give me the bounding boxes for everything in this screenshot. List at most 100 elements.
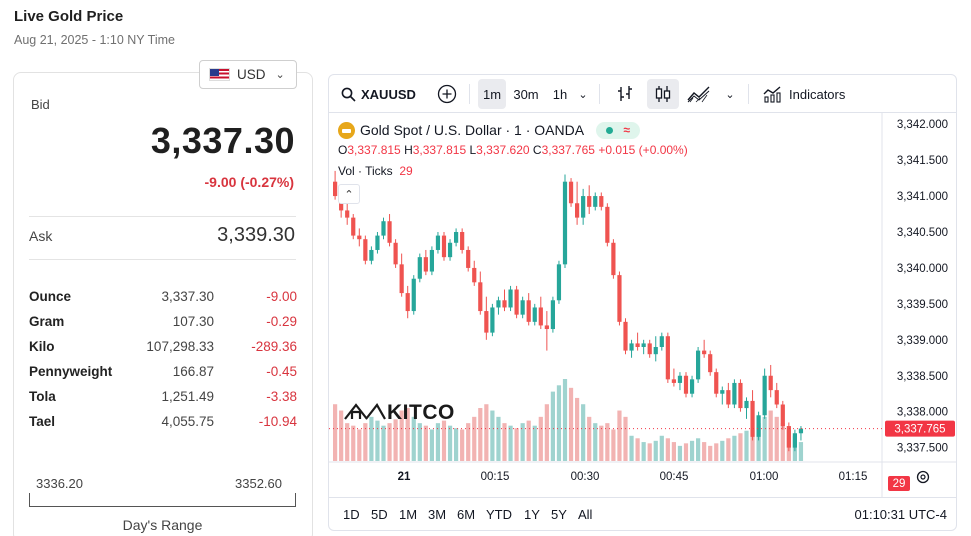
unit-change: -9.00 <box>266 289 297 304</box>
price-chart[interactable]: 3,342.000 3,341.500 3,341.000 3,340.500 3,34… <box>329 113 957 497</box>
indicators-label: Indicators <box>789 86 846 102</box>
candle-body <box>641 343 646 347</box>
line-style-button[interactable] <box>685 79 713 109</box>
volume-bar <box>696 438 701 461</box>
chart-legend-title: Gold Spot / U.S. Dollar · 1 · OANDA ≈ <box>338 121 641 139</box>
unit-name: Pennyweight <box>29 364 113 379</box>
volume-bar <box>538 416 543 461</box>
candle-body <box>526 300 531 322</box>
indicators-button[interactable]: Indicators <box>760 79 856 109</box>
range-1d[interactable]: 1D <box>343 507 360 522</box>
volume-bar <box>405 408 410 461</box>
chart-type-dropdown[interactable]: ⌄ <box>722 79 738 109</box>
volume-bar <box>774 416 779 461</box>
y-tick-label: 3,337.500 <box>897 443 948 455</box>
candle-body <box>665 336 670 380</box>
candle-body <box>611 242 616 276</box>
candle-body <box>605 206 610 243</box>
candle-body <box>798 428 804 434</box>
candle-body <box>405 293 410 312</box>
toolbar-separator <box>748 84 749 104</box>
day-range-low: 3336.20 <box>36 476 83 491</box>
bar-style-button[interactable] <box>612 79 638 109</box>
candle-body <box>345 210 350 218</box>
volume-bar <box>653 440 658 461</box>
range-5d[interactable]: 5D <box>371 507 388 522</box>
close-label: C <box>532 143 542 157</box>
candle-body <box>720 390 725 394</box>
interval-30m[interactable]: 30m <box>513 86 539 102</box>
volume-bar <box>702 442 707 461</box>
range-6m[interactable]: 6M <box>457 507 476 522</box>
range-5y[interactable]: 5Y <box>551 507 567 522</box>
interval-1m[interactable]: 1m <box>478 79 506 109</box>
y-tick-label: 3,341.500 <box>897 155 948 167</box>
gold-symbol-icon <box>338 121 355 139</box>
interval-1h[interactable]: 1h <box>552 86 568 102</box>
volume-bar <box>768 410 773 461</box>
range-3m[interactable]: 3M <box>428 507 447 522</box>
candle-body <box>726 390 731 405</box>
collapse-legend-button[interactable]: ⌃ <box>338 184 360 204</box>
divider <box>29 216 296 217</box>
last-volume-tag <box>888 476 910 491</box>
day-range-label: Day's Range <box>122 517 203 533</box>
volume-bar <box>375 420 380 461</box>
range-all[interactable]: All <box>578 507 593 522</box>
unit-change: -10.94 <box>258 414 297 429</box>
volume-bar <box>417 423 422 461</box>
candle-body <box>447 242 453 258</box>
volume-legend: Vol · Ticks 29 <box>338 164 413 178</box>
candle-body <box>575 203 580 218</box>
settings-icon-center <box>920 474 926 480</box>
divider <box>29 259 296 260</box>
candle-body <box>708 354 713 373</box>
volume-bar <box>599 425 604 461</box>
interval-dropdown[interactable]: ⌄ <box>575 79 591 109</box>
volume-value: 29 <box>399 164 413 178</box>
volume-bar <box>508 425 513 461</box>
range-1m[interactable]: 1M <box>399 507 418 522</box>
add-symbol-button[interactable] <box>433 79 461 109</box>
line-style-icon <box>687 86 710 103</box>
kitco-watermark: KITCO <box>387 401 455 424</box>
candle-body <box>774 390 779 405</box>
volume-bar <box>617 410 622 461</box>
chart-toolbar: XAUUSD 1m 30m 1h ⌄ ⌄ Indicators <box>329 75 956 113</box>
volume-bar <box>732 435 737 461</box>
volume-bar <box>478 408 483 461</box>
candle-body <box>496 300 501 308</box>
volume-bar <box>411 416 416 461</box>
volume-bar <box>659 435 664 461</box>
volume-bar <box>333 404 338 461</box>
candle-body <box>756 415 761 437</box>
range-1y[interactable]: 1Y <box>524 507 540 522</box>
settings-icon[interactable] <box>916 470 930 484</box>
candle-body <box>460 232 465 250</box>
volume-bar <box>357 429 362 461</box>
symbol-search-button[interactable]: XAUUSD <box>338 79 420 109</box>
x-tick-label: 01:15 <box>839 471 868 483</box>
candle-body <box>351 217 356 236</box>
range-ytd[interactable]: YTD <box>486 507 512 522</box>
volume-bar <box>441 420 447 461</box>
volume-bar <box>496 416 501 461</box>
y-tick-label: 3,342.000 <box>897 119 948 131</box>
volume-bar <box>460 429 465 461</box>
volume-bar <box>581 404 586 461</box>
candle-body <box>732 382 737 405</box>
y-tick-label: 3,340.000 <box>897 263 948 275</box>
x-tick-label: 00:30 <box>571 471 600 483</box>
y-tick-label: 3,339.500 <box>897 299 948 311</box>
candle-body <box>635 343 640 347</box>
candle-style-button[interactable] <box>647 79 679 109</box>
currency-dropdown[interactable]: USD ⌄ <box>199 60 297 89</box>
x-tick-label: 21 <box>398 471 411 483</box>
candle-body <box>629 343 634 351</box>
volume-bar <box>605 423 610 461</box>
bid-price: 3,337.30 <box>150 120 295 161</box>
bid-label: Bid <box>31 97 50 112</box>
candle-body <box>683 375 689 394</box>
candle-body <box>556 264 562 301</box>
volume-bar <box>689 440 695 461</box>
